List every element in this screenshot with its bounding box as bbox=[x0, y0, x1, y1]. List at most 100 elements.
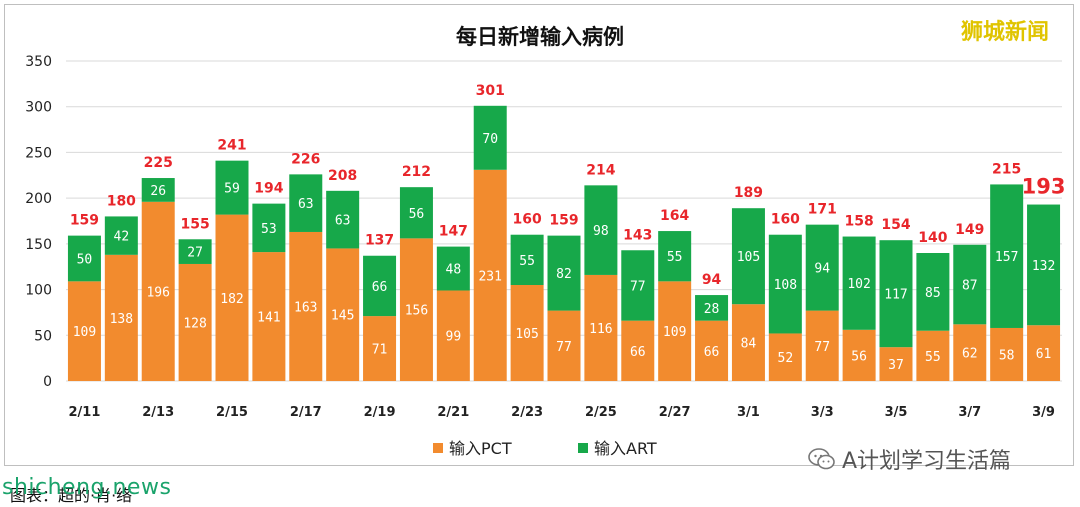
data-label-total: 193 bbox=[1022, 175, 1066, 199]
data-label-total: 160 bbox=[771, 212, 800, 228]
data-label-pct: 71 bbox=[372, 343, 388, 358]
x-tick-label: 2/15 bbox=[216, 405, 248, 420]
data-label-art: 27 bbox=[187, 246, 203, 261]
bar-pct bbox=[289, 231, 323, 381]
data-label-art: 157 bbox=[995, 250, 1018, 265]
bar-art bbox=[584, 185, 618, 275]
bar-pct bbox=[510, 285, 544, 381]
data-label-pct: 156 bbox=[405, 304, 428, 319]
bar-art bbox=[289, 174, 323, 232]
data-label-pct: 66 bbox=[704, 345, 720, 360]
data-label-pct: 61 bbox=[1036, 347, 1052, 362]
data-label-art: 77 bbox=[630, 279, 646, 294]
data-label-total: 215 bbox=[992, 161, 1021, 177]
bar-pct bbox=[695, 320, 729, 381]
bar-pct bbox=[879, 347, 913, 381]
bar-pct bbox=[104, 254, 138, 381]
bar-art bbox=[805, 224, 839, 311]
data-label-total: 212 bbox=[402, 164, 431, 180]
bar-art bbox=[731, 208, 765, 305]
data-label-pct: 109 bbox=[73, 325, 96, 340]
y-tick-label: 0 bbox=[43, 374, 52, 390]
data-label-total: 154 bbox=[881, 217, 910, 233]
data-label-pct: 77 bbox=[556, 340, 572, 355]
data-label-art: 55 bbox=[519, 254, 535, 269]
legend-label-pct: 输入PCT bbox=[449, 439, 512, 458]
wechat-account-tag: A计划学习生活篇 bbox=[808, 444, 1011, 474]
data-label-art: 94 bbox=[814, 262, 830, 277]
data-label-art: 87 bbox=[962, 279, 978, 294]
bar-art bbox=[879, 240, 913, 348]
data-label-pct: 66 bbox=[630, 345, 646, 360]
x-tick-label: 2/21 bbox=[437, 405, 469, 420]
data-label-total: 226 bbox=[291, 151, 320, 167]
bar-pct bbox=[953, 324, 987, 381]
bar-pct bbox=[916, 330, 950, 381]
bar-art bbox=[326, 190, 360, 249]
wechat-account-name: A计划学习生活篇 bbox=[842, 449, 1012, 474]
bar-pct bbox=[141, 201, 175, 381]
data-label-pct: 196 bbox=[146, 285, 169, 300]
data-label-total: 180 bbox=[107, 193, 136, 209]
x-tick-label: 2/23 bbox=[511, 405, 543, 420]
bar-art bbox=[436, 246, 470, 291]
data-label-total: 158 bbox=[844, 214, 873, 230]
bar-art bbox=[399, 187, 433, 239]
bar-art bbox=[768, 234, 802, 334]
y-tick-label: 150 bbox=[25, 237, 52, 253]
wechat-icon bbox=[808, 448, 836, 470]
data-label-art: 105 bbox=[737, 250, 760, 265]
data-label-art: 85 bbox=[925, 286, 941, 301]
bar-art bbox=[252, 203, 286, 253]
bar-pct bbox=[547, 310, 581, 381]
bar-pct bbox=[990, 327, 1024, 381]
data-label-total: 171 bbox=[808, 202, 837, 218]
data-label-pct: 62 bbox=[962, 347, 978, 362]
y-axis-ticks: 0 50 100 150 200 250 300 350 bbox=[25, 54, 52, 390]
legend: 输入PCT 输入ART bbox=[433, 439, 657, 458]
data-label-pct: 182 bbox=[220, 292, 243, 307]
bar-art bbox=[621, 250, 655, 321]
data-label-total: 189 bbox=[734, 185, 763, 201]
data-label-pct: 141 bbox=[257, 311, 280, 326]
data-label-art: 132 bbox=[1032, 259, 1055, 274]
bar-art bbox=[510, 234, 544, 285]
bar-art bbox=[104, 216, 138, 255]
x-tick-label: 2/17 bbox=[290, 405, 322, 420]
bar-pct bbox=[326, 248, 360, 381]
bar-art bbox=[916, 253, 950, 331]
data-label-art: 63 bbox=[298, 197, 314, 212]
data-label-art: 63 bbox=[335, 214, 351, 229]
data-label-pct: 99 bbox=[446, 330, 462, 345]
bar-art bbox=[990, 184, 1024, 328]
data-label-art: 42 bbox=[114, 230, 130, 245]
data-label-total: 137 bbox=[365, 233, 394, 249]
bar-pct bbox=[67, 281, 101, 381]
x-tick-label: 3/5 bbox=[885, 405, 908, 420]
data-label-total: 140 bbox=[918, 230, 947, 246]
data-label-pct: 84 bbox=[741, 337, 757, 352]
bar-pct bbox=[731, 304, 765, 381]
y-tick-label: 300 bbox=[25, 100, 52, 116]
y-tick-label: 200 bbox=[25, 191, 52, 207]
x-tick-label: 2/27 bbox=[659, 405, 691, 420]
bar-art bbox=[695, 295, 729, 321]
data-label-pct: 52 bbox=[778, 351, 794, 366]
data-label-art: 50 bbox=[77, 252, 93, 267]
data-label-art: 117 bbox=[884, 288, 907, 303]
data-label-total: 94 bbox=[702, 272, 722, 288]
data-label-art: 26 bbox=[150, 184, 166, 199]
bar-art bbox=[67, 235, 101, 282]
data-label-pct: 105 bbox=[515, 327, 538, 342]
x-tick-label: 3/9 bbox=[1032, 405, 1055, 420]
legend-swatch-art bbox=[578, 443, 588, 453]
data-label-art: 48 bbox=[446, 263, 462, 278]
bar-pct bbox=[363, 316, 397, 381]
chart-title: 每日新增输入病例 bbox=[456, 25, 624, 49]
data-label-total: 241 bbox=[217, 138, 246, 154]
data-label-pct: 56 bbox=[851, 349, 867, 364]
data-label-pct: 58 bbox=[999, 348, 1015, 363]
site-watermark: shicheng.news bbox=[2, 475, 172, 500]
data-label-total: 159 bbox=[549, 213, 578, 229]
